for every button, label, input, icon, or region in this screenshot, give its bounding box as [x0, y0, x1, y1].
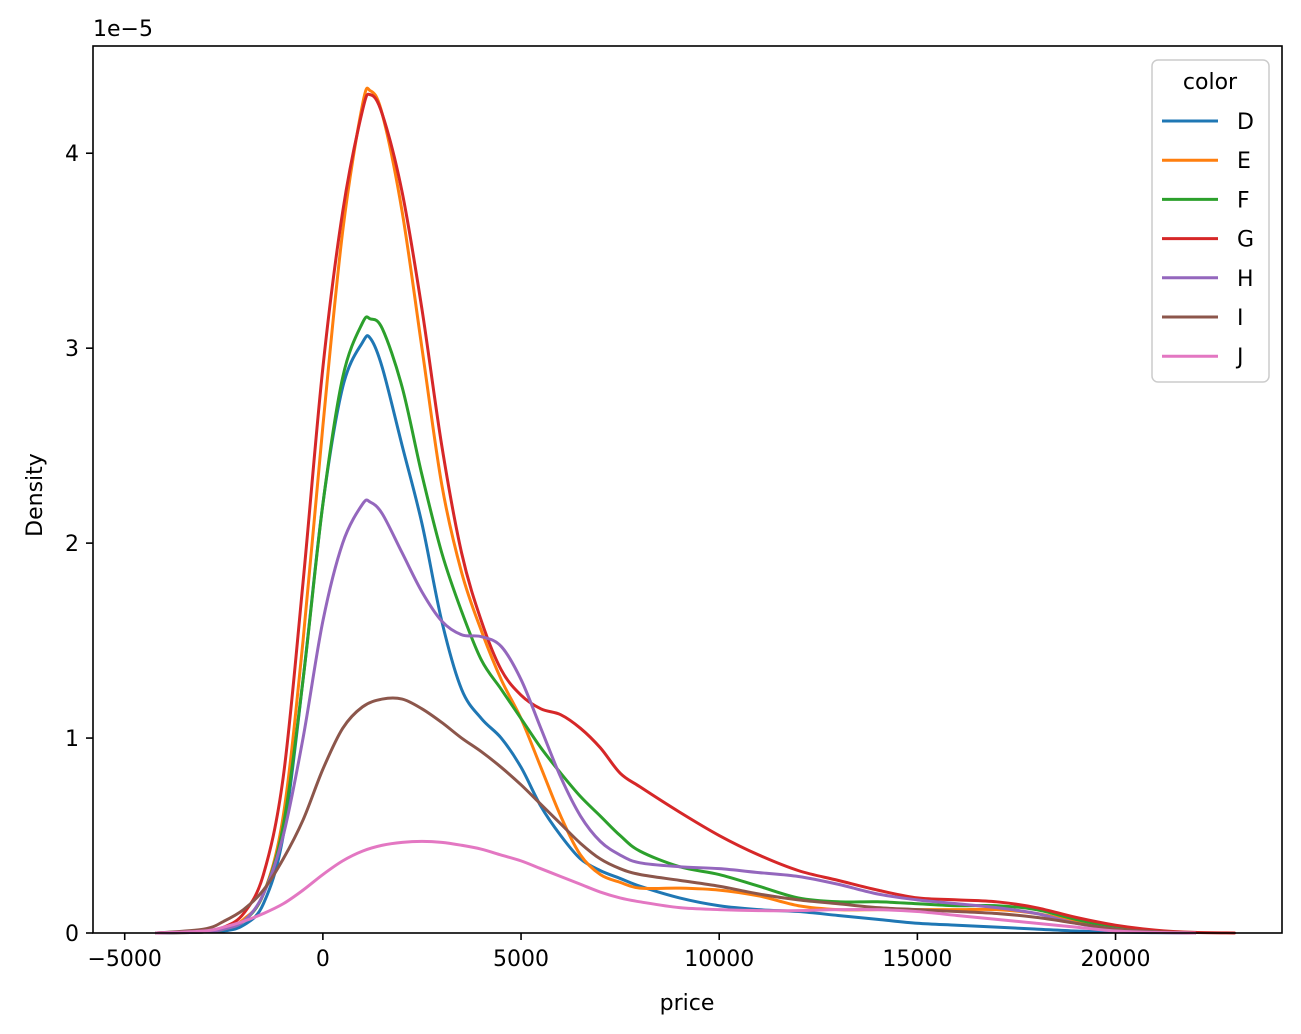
- x-tick-label: 5000: [493, 947, 549, 972]
- series-line-I: [154, 696, 1197, 935]
- y-tick-label: 2: [65, 532, 79, 557]
- y-scale-label: 1e−5: [93, 17, 153, 42]
- legend-label-F: F: [1237, 188, 1250, 213]
- series-line-H: [154, 498, 1197, 935]
- y-tick-label: 4: [65, 142, 79, 167]
- legend-label-E: E: [1237, 149, 1251, 174]
- y-tick-label: 1: [65, 727, 79, 752]
- x-axis: −5000 0 5000 10000 15000 20000: [87, 933, 1151, 972]
- series-line-G: [154, 92, 1236, 935]
- legend-label-G: G: [1237, 228, 1254, 253]
- legend-box: [1151, 59, 1270, 383]
- x-tick-label: 20000: [1081, 947, 1151, 972]
- y-axis-label: Density: [23, 453, 48, 537]
- y-tick-label: 3: [65, 337, 79, 362]
- y-axis: 0 1 2 3 4: [65, 142, 93, 947]
- x-tick-label: −5000: [87, 947, 161, 972]
- series-line-F: [154, 315, 1197, 935]
- series-line-J: [154, 839, 1197, 935]
- legend-label-J: J: [1235, 345, 1244, 370]
- legend-title: color: [1183, 70, 1238, 95]
- y-tick-label: 0: [65, 922, 79, 947]
- x-tick-label: 0: [316, 947, 330, 972]
- x-tick-label: 10000: [684, 947, 754, 972]
- legend-label-D: D: [1237, 110, 1254, 135]
- legend-label-I: I: [1237, 306, 1244, 331]
- plot-frame: [92, 45, 1283, 934]
- legend-label-H: H: [1237, 267, 1254, 292]
- x-axis-label: price: [660, 991, 715, 1016]
- plot-lines: [154, 86, 1236, 935]
- x-tick-label: 15000: [882, 947, 952, 972]
